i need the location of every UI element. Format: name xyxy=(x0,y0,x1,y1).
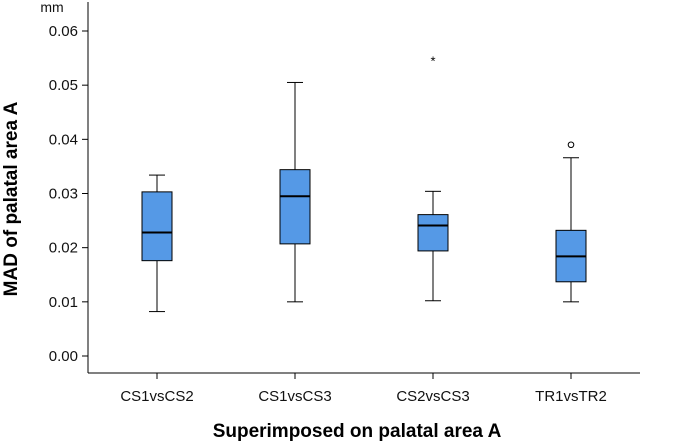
y-tick-label: 0.02 xyxy=(49,240,78,257)
outlier-point xyxy=(567,141,575,149)
box-CS1vsCS3 xyxy=(279,81,311,303)
x-tick-label: CS1vsCS2 xyxy=(120,388,193,405)
iqr-box xyxy=(279,169,311,245)
box-series: * xyxy=(141,53,587,313)
y-tick-label: 0.04 xyxy=(49,131,78,148)
y-tick-label: 0.00 xyxy=(49,348,78,365)
y-axis-title: MAD of palatal area A xyxy=(1,101,22,296)
x-tick-label: CS1vsCS3 xyxy=(258,388,331,405)
box-CS1vsCS2 xyxy=(141,174,173,313)
box-CS2vsCS3: * xyxy=(417,53,449,302)
x-axis-title: Superimposed on palatal area A xyxy=(213,421,502,442)
iqr-box xyxy=(417,214,449,252)
extreme-point: * xyxy=(430,53,435,68)
y-axis-unit: mm xyxy=(40,0,63,15)
iqr-box xyxy=(141,191,173,262)
y-tick-label: 0.03 xyxy=(49,186,78,203)
y-tick-label: 0.05 xyxy=(49,77,78,94)
x-tick-label: CS2vsCS3 xyxy=(396,388,469,405)
box-TR1vsTR2 xyxy=(555,141,587,303)
axes: 0.00 0.01 0.02 0.03 0.04 0.05 0.06 CS1vsCS2 CS1v… xyxy=(49,2,640,405)
x-tick-label: TR1vsTR2 xyxy=(535,388,607,405)
y-tick-label: 0.01 xyxy=(49,294,78,311)
y-tick-label: 0.06 xyxy=(49,23,78,40)
